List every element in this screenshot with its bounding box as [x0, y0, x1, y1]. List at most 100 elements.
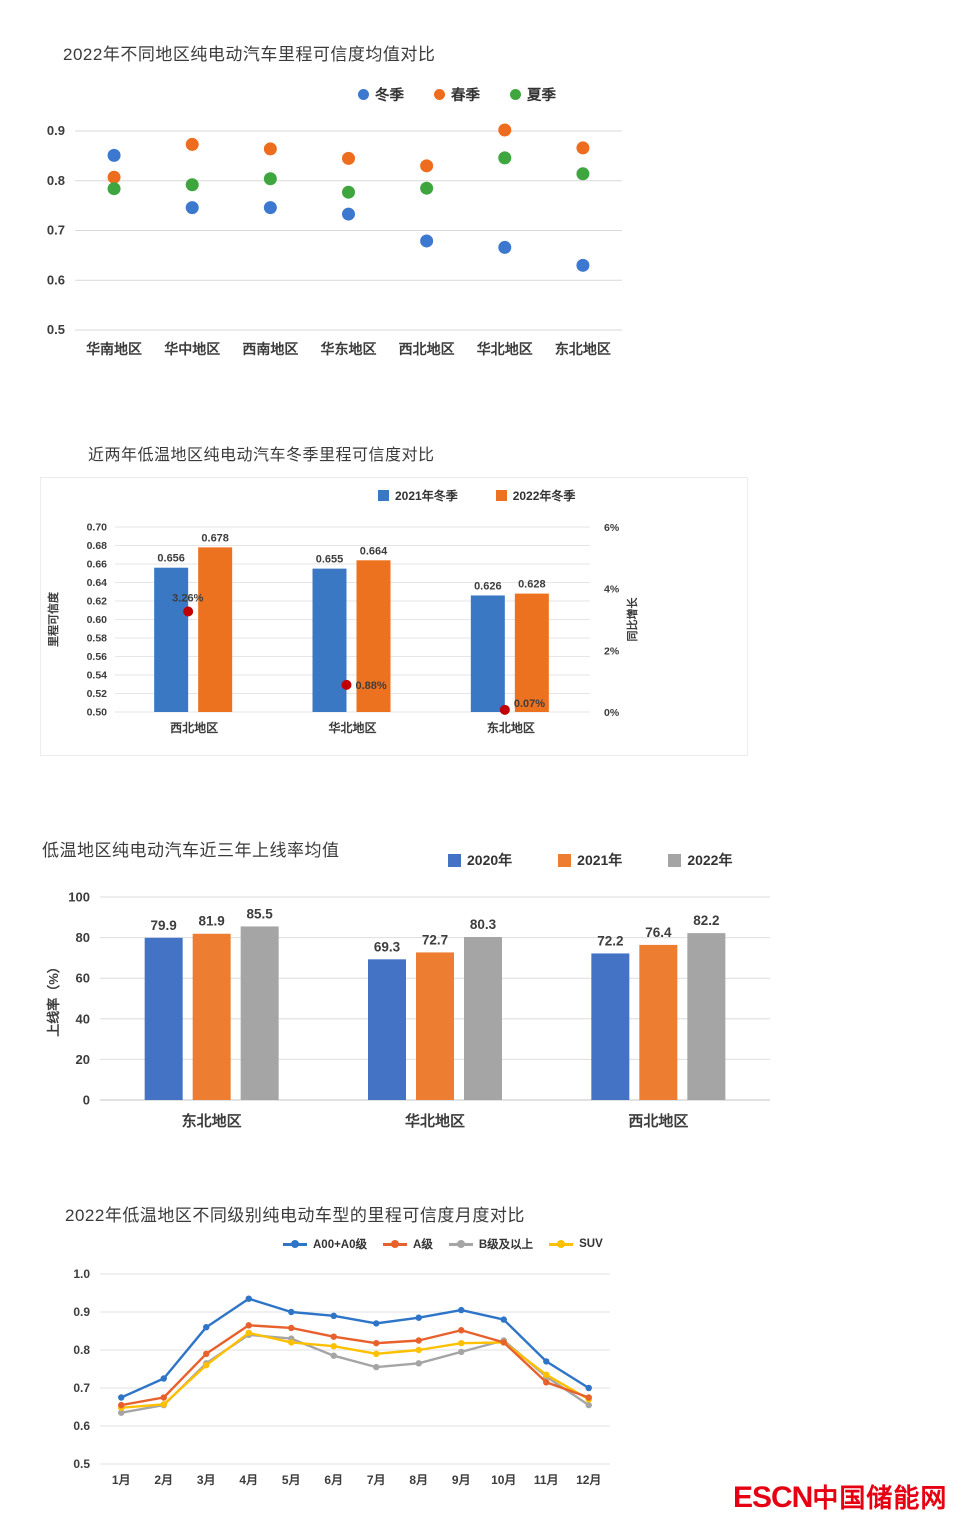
monthly-line-chart-title: 2022年低温地区不同级别纯电动车型的里程可信度月度对比: [65, 1206, 525, 1225]
winter-bar-chart-title: 近两年低温地区纯电动汽车冬季里程可信度对比: [88, 447, 435, 464]
svg-text:80: 80: [76, 930, 90, 945]
svg-text:76.4: 76.4: [645, 925, 672, 940]
scatter-chart-legend: 冬季 春季 夏季: [358, 84, 556, 105]
svg-text:6月: 6月: [324, 1473, 343, 1487]
svg-text:0: 0: [83, 1093, 90, 1108]
scatter-chart-title: 2022年不同地区纯电动汽车里程可信度均值对比: [63, 45, 436, 64]
legend-marker-icon: [510, 89, 521, 100]
svg-text:0.5: 0.5: [73, 1457, 90, 1471]
legend-label: SUV: [579, 1238, 603, 1250]
legend-item-A级: A级: [383, 1236, 433, 1252]
svg-text:0.58: 0.58: [87, 633, 108, 645]
svg-text:0%: 0%: [604, 707, 620, 719]
legend-item-A00+A0级: A00+A0级: [283, 1236, 367, 1252]
svg-text:60: 60: [76, 971, 90, 986]
scatter-plot: 0.9 0.8 0.7 0.6 0.5 华南地区 华中地区 西南地区 华东地区 西北地区 华北地区 东…: [47, 123, 622, 357]
escn-logo: ESCN 中国储能网: [733, 1478, 947, 1515]
svg-text:72.7: 72.7: [422, 932, 448, 947]
svg-text:0.9: 0.9: [73, 1305, 90, 1319]
legend-label: 夏季: [527, 88, 556, 104]
legend-item-2022年: 2022年: [668, 850, 732, 870]
svg-text:0.88%: 0.88%: [356, 680, 387, 692]
svg-text:0.678: 0.678: [201, 532, 229, 544]
svg-text:东北地区: 东北地区: [555, 341, 611, 357]
svg-text:西北地区: 西北地区: [628, 1112, 688, 1130]
svg-text:0.628: 0.628: [518, 579, 546, 591]
svg-text:0.68: 0.68: [87, 540, 108, 552]
svg-text:82.2: 82.2: [693, 913, 719, 928]
svg-text:0.70: 0.70: [87, 522, 108, 534]
online-rate-chart-legend: 2020年 2021年 2022年: [448, 850, 732, 870]
svg-text:9月: 9月: [452, 1473, 471, 1487]
svg-text:0.9: 0.9: [47, 123, 65, 138]
legend-item-2020年: 2020年: [448, 850, 512, 870]
legend-item-2021年: 2021年: [558, 850, 622, 870]
svg-text:4月: 4月: [239, 1473, 258, 1487]
svg-text:0.64: 0.64: [87, 577, 108, 589]
legend-marker-icon: [558, 853, 572, 867]
legend-item-2021年冬季: 2021年冬季: [378, 487, 458, 504]
legend-item-春季: 春季: [434, 84, 480, 105]
svg-text:0.5: 0.5: [47, 322, 65, 337]
svg-text:0.66: 0.66: [87, 559, 108, 571]
svg-text:100: 100: [68, 890, 90, 905]
monthly-line-chart-legend: A00+A0级 A级 B级及以上 SUV: [283, 1236, 603, 1252]
svg-text:华南地区: 华南地区: [86, 341, 142, 357]
legend-marker-icon: [378, 490, 389, 501]
svg-text:东北地区: 东北地区: [487, 720, 535, 735]
svg-text:0.62: 0.62: [87, 596, 108, 608]
legend-marker-icon: [434, 89, 445, 100]
svg-text:华北地区: 华北地区: [328, 720, 376, 735]
svg-text:西南地区: 西南地区: [242, 341, 298, 357]
legend-label: 春季: [451, 88, 480, 104]
legend-label: 2020年: [467, 852, 513, 868]
svg-text:0.8: 0.8: [73, 1343, 90, 1357]
svg-text:0.50: 0.50: [87, 707, 108, 719]
svg-text:0.6: 0.6: [73, 1419, 90, 1433]
svg-text:6%: 6%: [604, 522, 620, 534]
svg-text:华中地区: 华中地区: [164, 341, 220, 357]
svg-text:0.60: 0.60: [87, 614, 108, 626]
legend-label: A00+A0级: [313, 1239, 368, 1251]
online-rate-plot: 100 80 60 40 20 0 上线率（%） 东北地区 华北地区 西北地区 79.9 69.3 72…: [46, 890, 770, 1130]
svg-text:80.3: 80.3: [470, 917, 497, 932]
svg-text:79.9: 79.9: [151, 918, 177, 933]
svg-text:2月: 2月: [154, 1473, 173, 1487]
svg-text:11月: 11月: [534, 1473, 559, 1487]
svg-text:1月: 1月: [112, 1473, 131, 1487]
legend-label: 2022年冬季: [512, 489, 576, 503]
legend-label: 冬季: [375, 88, 404, 104]
svg-text:2%: 2%: [604, 645, 620, 657]
svg-text:0.6: 0.6: [47, 272, 65, 287]
winter-bar-chart-legend: 2021年冬季 2022年冬季: [378, 487, 575, 504]
monthly-line-plot: 1.0 0.9 0.8 0.7 0.6 0.5 1月 2月 3月 4月 5月 6月 7月 8月 9月 10月 1…: [73, 1267, 610, 1487]
svg-text:0.52: 0.52: [87, 688, 108, 700]
legend-label: 2021年: [577, 852, 623, 868]
svg-text:0.656: 0.656: [157, 553, 185, 565]
winter-bar-chart-card: [40, 477, 748, 756]
legend-label: 2022年: [687, 852, 733, 868]
svg-text:10月: 10月: [491, 1473, 516, 1487]
svg-text:西北地区: 西北地区: [399, 341, 455, 357]
legend-marker-icon: [383, 1240, 408, 1248]
svg-text:西北地区: 西北地区: [170, 720, 218, 735]
legend-item-夏季: 夏季: [510, 84, 556, 105]
svg-text:华东地区: 华东地区: [321, 341, 377, 357]
svg-text:7月: 7月: [367, 1473, 386, 1487]
svg-text:里程可信度: 里程可信度: [46, 591, 60, 647]
legend-label: 2021年冬季: [395, 489, 458, 503]
svg-text:0.07%: 0.07%: [514, 698, 545, 710]
legend-label: B级及以上: [478, 1239, 534, 1251]
svg-text:上线率（%）: 上线率（%）: [46, 960, 61, 1037]
svg-text:0.655: 0.655: [316, 554, 344, 566]
svg-text:69.3: 69.3: [374, 939, 401, 954]
online-rate-chart-title: 低温地区纯电动汽车近三年上线率均值: [42, 841, 340, 860]
svg-text:40: 40: [76, 1011, 90, 1026]
winter-bar-plot: 0.70 0.68 0.66 0.64 0.62 0.60 0.58 0.56 0.54 0.52…: [46, 522, 639, 736]
svg-text:1.0: 1.0: [73, 1267, 90, 1281]
escn-logo-cn-text: 中国储能网: [812, 1483, 948, 1513]
svg-text:8月: 8月: [409, 1473, 428, 1487]
legend-label: A级: [413, 1239, 433, 1251]
svg-text:同比增长: 同比增长: [625, 597, 639, 642]
